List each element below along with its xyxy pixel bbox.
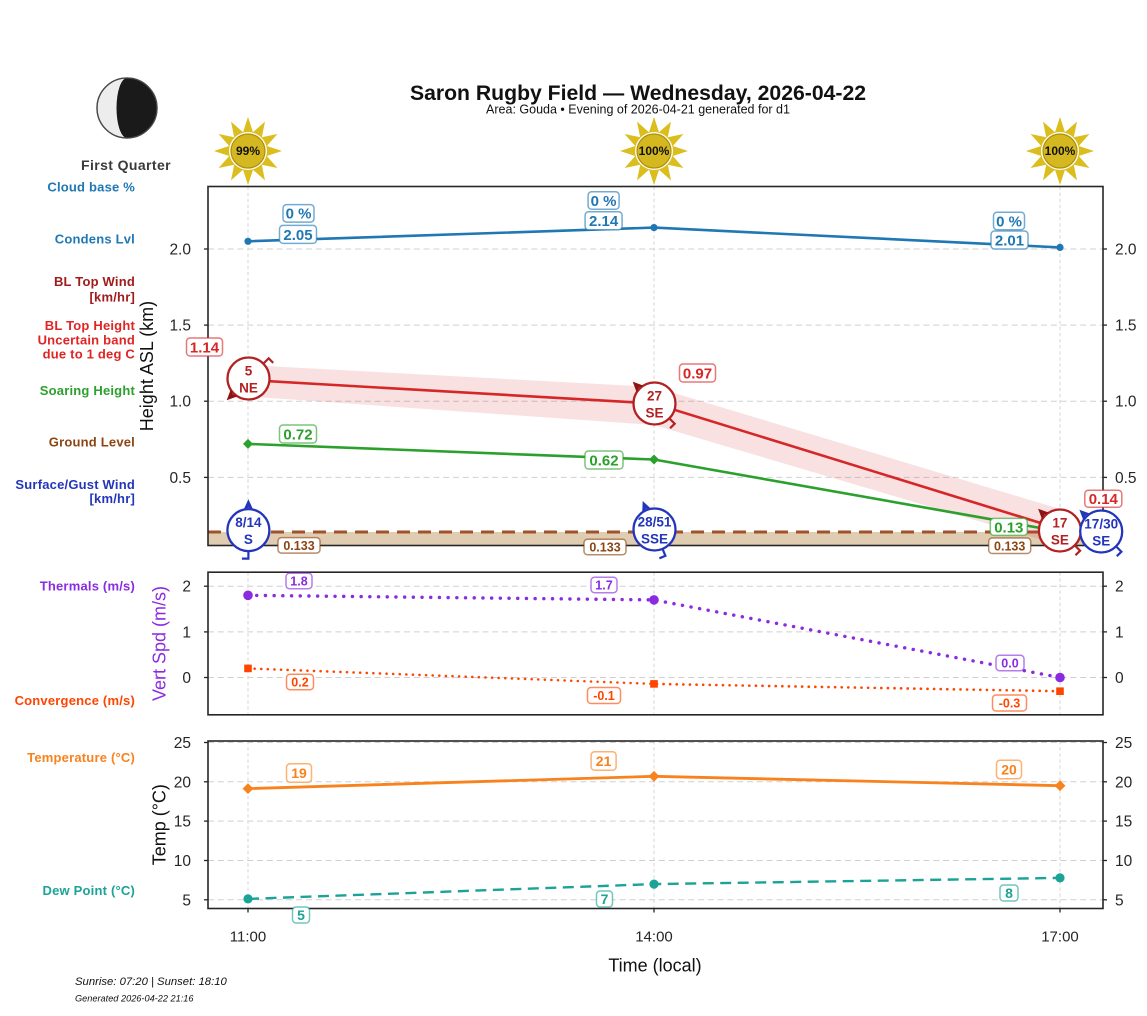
svg-text:Generated 2026-04-22 21:16: Generated 2026-04-22 21:16 (75, 994, 194, 1004)
svg-text:0: 0 (182, 670, 191, 687)
svg-text:[km/hr]: [km/hr] (90, 491, 135, 506)
svg-text:5: 5 (297, 907, 305, 923)
svg-text:1.0: 1.0 (1115, 394, 1137, 411)
svg-text:1.5: 1.5 (1115, 318, 1137, 335)
svg-text:-0.1: -0.1 (593, 689, 615, 703)
svg-text:25: 25 (1115, 735, 1132, 752)
svg-text:Convergence (m/s): Convergence (m/s) (15, 693, 135, 708)
svg-text:Vert Spd (m/s): Vert Spd (m/s) (150, 586, 170, 701)
svg-text:2.05: 2.05 (283, 227, 312, 244)
svg-text:0.2: 0.2 (291, 676, 308, 690)
svg-text:28/51: 28/51 (638, 514, 672, 529)
svg-text:20: 20 (1001, 762, 1017, 778)
svg-text:2.14: 2.14 (589, 213, 619, 230)
svg-text:1.8: 1.8 (290, 575, 307, 589)
svg-text:Time (local): Time (local) (608, 956, 701, 976)
svg-text:10: 10 (174, 853, 192, 870)
svg-text:due to 1 deg C: due to 1 deg C (43, 347, 136, 362)
svg-text:17: 17 (1052, 515, 1067, 530)
svg-text:0.133: 0.133 (283, 539, 314, 553)
svg-text:Uncertain band: Uncertain band (38, 333, 135, 348)
svg-text:0.0: 0.0 (1001, 657, 1018, 671)
svg-text:8/14: 8/14 (235, 515, 262, 530)
svg-text:Sunrise: 07:20 | Sunset: 18:10: Sunrise: 07:20 | Sunset: 18:10 (75, 976, 227, 988)
svg-text:99%: 99% (236, 144, 260, 158)
svg-text:0.62: 0.62 (589, 452, 618, 469)
svg-text:5: 5 (182, 892, 191, 909)
svg-text:19: 19 (291, 765, 307, 781)
svg-text:SE: SE (1092, 533, 1110, 548)
svg-text:0.5: 0.5 (1115, 470, 1137, 487)
svg-text:0 %: 0 % (591, 193, 617, 210)
svg-text:2: 2 (182, 579, 191, 596)
svg-text:First Quarter: First Quarter (81, 157, 171, 173)
svg-text:Area: Gouda • Evening of 2026-: Area: Gouda • Evening of 2026-04-21 gene… (486, 103, 790, 117)
svg-text:15: 15 (1115, 814, 1132, 831)
svg-text:1.5: 1.5 (169, 318, 191, 335)
svg-text:0.97: 0.97 (683, 365, 712, 382)
svg-text:20: 20 (1115, 774, 1133, 791)
svg-text:1: 1 (182, 624, 191, 641)
svg-text:2: 2 (1115, 579, 1124, 596)
svg-text:Dew Point (°C): Dew Point (°C) (43, 883, 136, 898)
svg-text:Soaring Height: Soaring Height (40, 383, 136, 398)
svg-text:0 %: 0 % (286, 206, 312, 223)
svg-text:BL Top Wind: BL Top Wind (54, 274, 135, 289)
svg-text:5: 5 (1115, 892, 1124, 909)
svg-text:0.133: 0.133 (589, 541, 620, 555)
svg-text:27: 27 (647, 388, 662, 403)
svg-text:0.133: 0.133 (994, 539, 1025, 553)
svg-text:Ground Level: Ground Level (49, 435, 135, 450)
svg-text:0.13: 0.13 (994, 519, 1023, 536)
svg-text:2.0: 2.0 (1115, 242, 1137, 259)
svg-text:NE: NE (239, 380, 258, 395)
svg-text:Temperature (°C): Temperature (°C) (27, 750, 135, 765)
svg-text:1.0: 1.0 (169, 394, 191, 411)
svg-text:2.01: 2.01 (995, 232, 1024, 249)
svg-text:11:00: 11:00 (230, 929, 266, 946)
svg-text:1: 1 (1115, 624, 1124, 641)
svg-text:1.7: 1.7 (595, 579, 612, 593)
svg-text:Saron Rugby Field — Wednesday,: Saron Rugby Field — Wednesday, 2026-04-2… (410, 82, 866, 105)
svg-text:0.5: 0.5 (169, 470, 191, 487)
svg-text:SE: SE (1051, 532, 1069, 547)
svg-text:Cloud base %: Cloud base % (47, 180, 135, 195)
svg-text:17:00: 17:00 (1041, 929, 1079, 946)
svg-text:100%: 100% (1045, 144, 1076, 158)
svg-text:21: 21 (596, 753, 612, 769)
svg-text:0 %: 0 % (996, 213, 1022, 230)
svg-text:Height ASL (km): Height ASL (km) (137, 301, 157, 431)
svg-text:Thermals (m/s): Thermals (m/s) (40, 579, 135, 594)
svg-text:20: 20 (174, 774, 192, 791)
svg-text:SSE: SSE (641, 531, 668, 546)
svg-text:0.72: 0.72 (283, 426, 312, 443)
svg-text:-0.3: -0.3 (999, 697, 1021, 711)
svg-text:Temp (°C): Temp (°C) (150, 784, 170, 865)
svg-text:8: 8 (1005, 885, 1013, 901)
svg-text:15: 15 (174, 814, 191, 831)
svg-text:[km/hr]: [km/hr] (90, 290, 135, 305)
svg-text:5: 5 (245, 363, 253, 378)
svg-text:1.14: 1.14 (190, 339, 220, 356)
svg-text:10: 10 (1115, 853, 1133, 870)
svg-text:S: S (244, 532, 253, 547)
svg-text:SE: SE (645, 405, 663, 420)
svg-text:Surface/Gust Wind: Surface/Gust Wind (15, 477, 135, 492)
svg-text:7: 7 (601, 891, 609, 907)
svg-text:BL Top Height: BL Top Height (45, 318, 136, 333)
svg-text:0.14: 0.14 (1089, 491, 1119, 508)
svg-text:Condens Lvl: Condens Lvl (55, 232, 135, 247)
svg-text:100%: 100% (639, 144, 670, 158)
svg-text:25: 25 (174, 735, 191, 752)
svg-text:14:00: 14:00 (635, 929, 673, 946)
svg-text:0: 0 (1115, 670, 1124, 687)
svg-text:17/30: 17/30 (1084, 516, 1118, 531)
svg-text:2.0: 2.0 (169, 242, 191, 259)
